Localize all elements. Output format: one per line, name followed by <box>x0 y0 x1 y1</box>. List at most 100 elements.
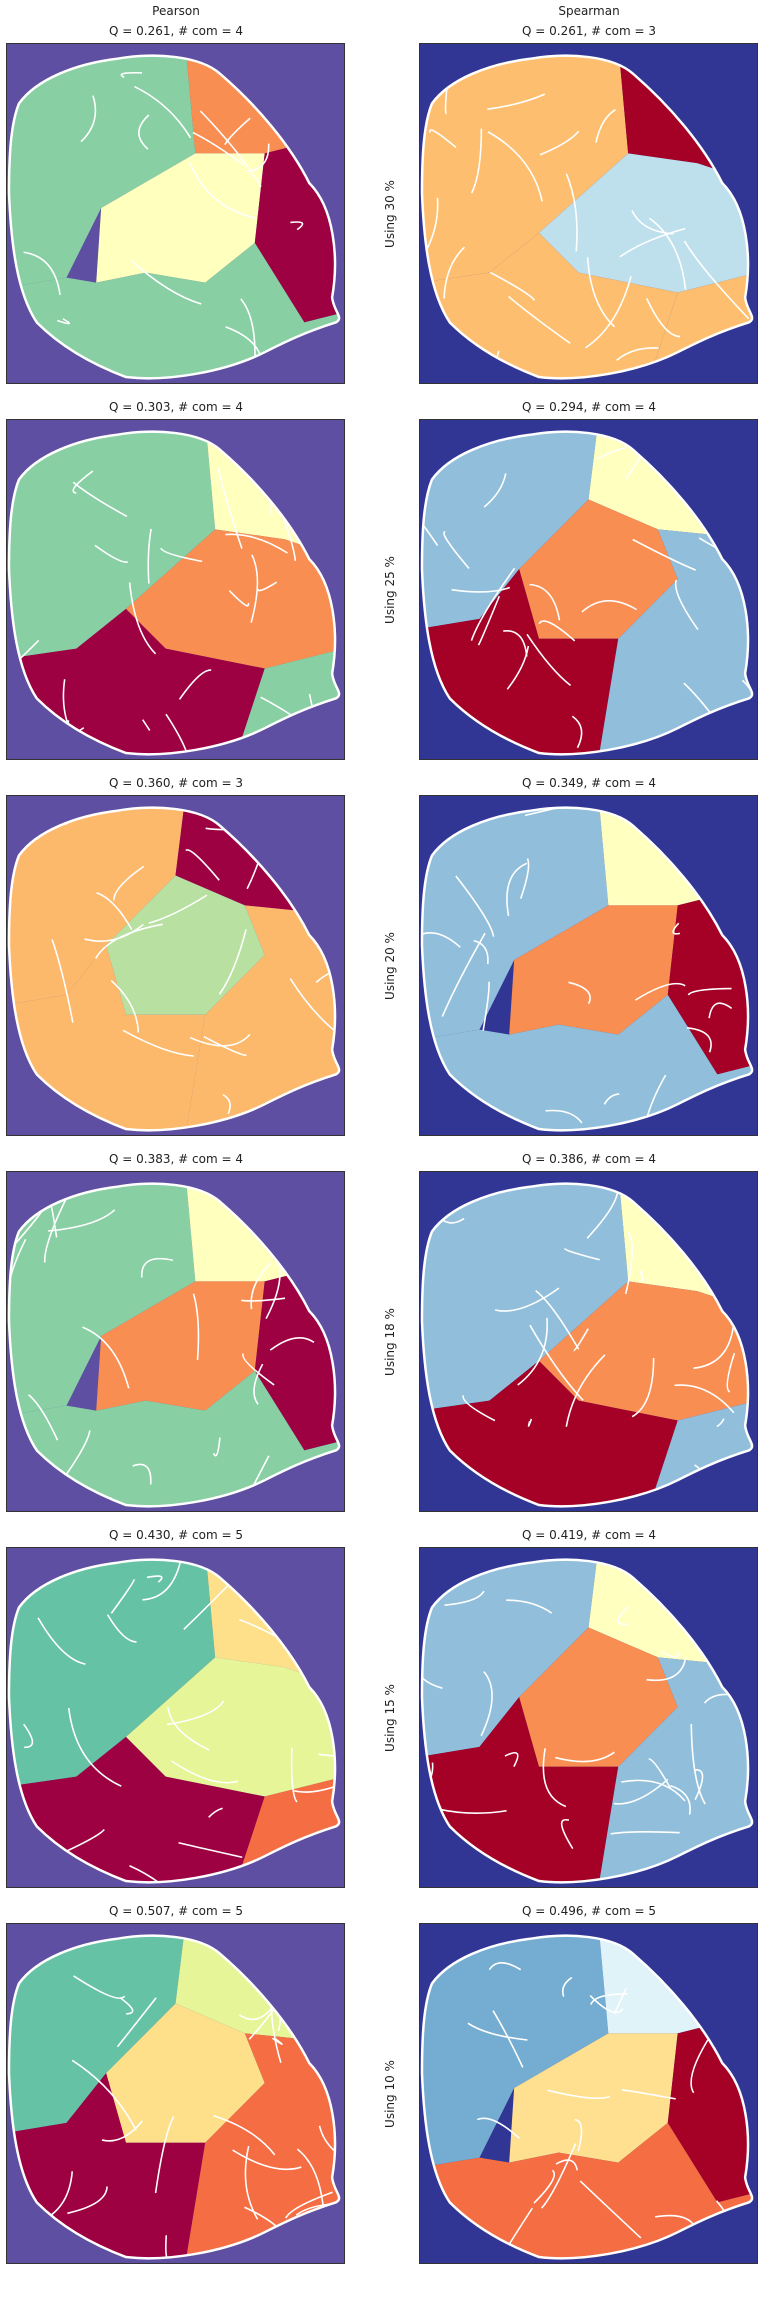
parcel-boundary <box>483 473 507 508</box>
parcel-boundary <box>240 298 256 357</box>
parcel-boundary <box>142 719 151 731</box>
parcel-boundary <box>596 447 627 461</box>
parcel-boundary <box>504 1752 519 1767</box>
parcel-boundary <box>295 2202 340 2216</box>
parcel-boundary <box>488 1962 522 1971</box>
row-label-text: Using 18 % <box>383 1307 397 1376</box>
parcel-boundary <box>73 1975 126 1999</box>
parcel-boundary <box>160 547 203 563</box>
community-region-4 <box>185 2033 340 2259</box>
community-region-0 <box>421 807 609 1040</box>
brain-map-svg <box>7 1924 344 2263</box>
parcel-boundary <box>101 2120 144 2142</box>
parcel-boundary <box>526 633 572 687</box>
brain-map-svg <box>420 1548 757 1887</box>
parcel-boundary <box>154 2116 175 2194</box>
parcel-boundary <box>37 1617 86 1665</box>
row-label-0: Using 30 % <box>370 43 410 384</box>
parcel-boundary <box>517 1317 548 1386</box>
brain-map-right-1 <box>419 419 758 760</box>
parcel-boundary <box>690 1724 706 1805</box>
parcel-boundary <box>693 1322 735 1370</box>
parcel-boundary <box>494 1287 560 1312</box>
parcel-boundary <box>106 1614 137 1643</box>
brain-outline <box>7 54 341 380</box>
parcel-boundary <box>538 620 576 642</box>
parcel-boundary <box>639 1270 644 1282</box>
parcel-boundary <box>741 679 753 728</box>
parcel-boundary <box>648 217 687 290</box>
parcel-boundary <box>224 117 251 146</box>
parcel-boundary <box>242 1353 275 1386</box>
parcel-boundary <box>290 1747 298 1803</box>
parcel-boundary <box>603 1093 620 1105</box>
parcel-boundary <box>631 1358 655 1418</box>
parcel-boundary <box>269 1336 315 1351</box>
parcel-boundary <box>228 590 250 607</box>
parcel-boundary <box>232 2149 302 2171</box>
parcel-boundary <box>572 1328 589 1352</box>
parcel-boundary <box>72 470 94 494</box>
parcel-boundary <box>23 1723 34 1749</box>
parcel-boundary <box>129 1864 197 1883</box>
parcel-boundary <box>672 922 681 935</box>
parcel-boundary <box>563 1247 600 1261</box>
community-region-0 <box>8 807 186 1005</box>
parcel-boundary <box>116 1997 157 2048</box>
parcel-boundary <box>476 2117 520 2139</box>
parcel-boundary <box>241 1297 286 1302</box>
parcel-boundary <box>48 1209 116 1232</box>
brain-outline <box>7 1558 341 1884</box>
panel-title-right-3: Q = 0.386, # com = 4 <box>522 1152 656 1166</box>
parcel-boundary <box>250 1262 272 1310</box>
parcel-boundary <box>634 982 686 1001</box>
panel-title-left-5: Q = 0.507, # com = 5 <box>109 1904 243 1918</box>
brain-map-svg <box>7 1548 344 1887</box>
brain-map-right-2 <box>419 795 758 1136</box>
parcel-boundary <box>67 1707 122 1787</box>
parcel-boundary <box>64 1828 105 1853</box>
parcel-boundary <box>208 1807 223 1818</box>
parcel-boundary <box>421 932 461 948</box>
brain-map-left-0 <box>6 43 345 384</box>
community-region-4 <box>8 242 340 379</box>
community-region-3 <box>421 569 619 755</box>
parcel-boundary <box>119 1996 134 2015</box>
parcel-boundary <box>244 2206 278 2228</box>
parcel-boundary <box>661 1651 680 1658</box>
community-region-4 <box>598 529 753 755</box>
parcel-boundary <box>533 2169 555 2204</box>
row-label-5: Using 10 % <box>370 1923 410 2264</box>
parcel-boundary <box>462 1395 496 1422</box>
brain-map-svg <box>7 420 344 759</box>
parcel-boundary <box>192 1293 200 1360</box>
parcel-boundary <box>289 978 340 1040</box>
parcel-boundary <box>648 1758 672 1790</box>
panel-title-right-1: Q = 0.294, # com = 4 <box>522 400 656 414</box>
parcel-boundary <box>315 965 340 984</box>
parcel-boundary <box>480 1671 493 1737</box>
community-region-0 <box>8 1183 196 1416</box>
parcel-boundary <box>506 1599 553 1614</box>
parcel-boundary <box>429 129 457 149</box>
row-label-3: Using 18 % <box>370 1171 410 1512</box>
parcel-boundary <box>318 2125 340 2164</box>
parcel-boundary <box>487 131 543 202</box>
parcel-boundary <box>257 581 278 592</box>
brain-map-svg <box>7 1172 344 1511</box>
parcel-boundary <box>621 2089 676 2100</box>
community-region-0 <box>421 1935 609 2168</box>
parcel-boundary <box>128 582 157 655</box>
brain-map-left-3 <box>6 1171 345 1512</box>
parcel-boundary <box>726 1352 736 1393</box>
parcel-boundary <box>110 980 140 1033</box>
brain-outline <box>420 1558 754 1884</box>
parcel-boundary <box>253 1363 264 1405</box>
parcel-boundary <box>217 467 243 549</box>
parcel-boundary <box>71 2059 137 2131</box>
row-label-4: Using 15 % <box>370 1547 410 1888</box>
parcel-boundary <box>547 2089 611 2100</box>
brain-outline <box>7 1934 341 2260</box>
row-label-2: Using 20 % <box>370 795 410 1136</box>
parcel-boundary <box>545 1109 583 1124</box>
